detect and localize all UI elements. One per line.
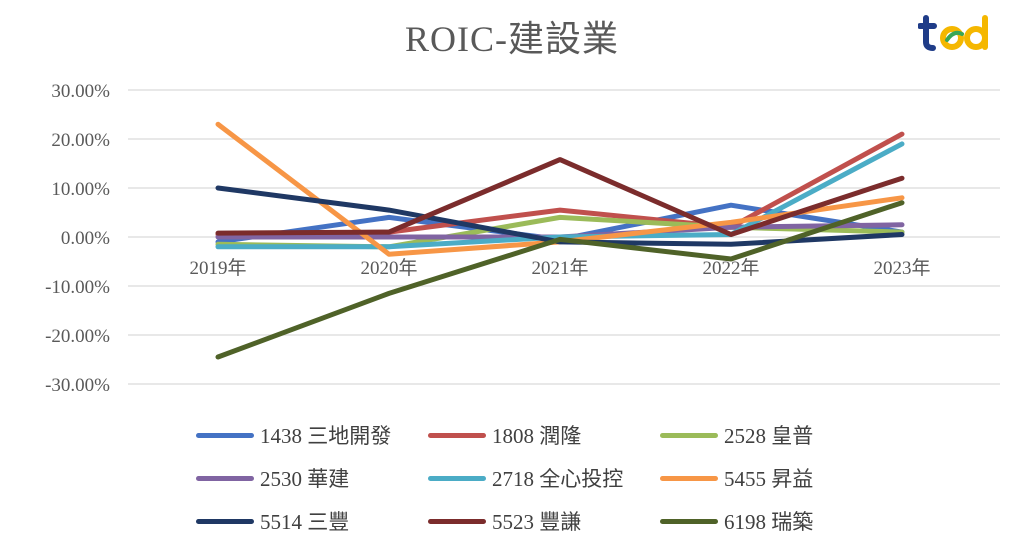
- x-tick-label: 2023年: [873, 257, 930, 279]
- legend-label: 5523 豐謙: [492, 510, 582, 534]
- legend-swatch: [196, 518, 254, 524]
- legend-item-5455: 5455 昇益: [660, 465, 900, 491]
- legend-label: 1808 潤隆: [492, 424, 582, 448]
- y-tick-label: 10.00%: [51, 179, 110, 200]
- line-chart-plot: 30.00% 20.00% 10.00% 0.00% -10.00% -20.00% -30…: [45, 81, 1000, 396]
- x-tick-label: 2021年: [531, 257, 588, 279]
- legend-swatch: [660, 432, 718, 438]
- legend-item-2528: 2528 皇普: [660, 422, 900, 448]
- legend-label: 5455 昇益: [724, 467, 814, 491]
- ted-logo-icon: [918, 15, 988, 51]
- y-tick-label: 30.00%: [51, 81, 110, 102]
- legend-item-5523: 5523 豐謙: [428, 508, 660, 534]
- x-tick-label: 2020年: [360, 257, 417, 279]
- x-axis-ticks: 2019年 2020年 2021年 2022年 2023年: [189, 257, 930, 279]
- legend-swatch: [428, 432, 486, 438]
- series-line-5523: [215, 157, 905, 237]
- legend-swatch: [428, 475, 486, 481]
- legend-swatch: [196, 475, 254, 481]
- legend-label: 6198 瑞築: [724, 510, 814, 534]
- legend-swatch: [196, 432, 254, 438]
- x-tick-label: 2019年: [189, 257, 246, 279]
- legend-swatch: [660, 518, 718, 524]
- y-tick-label: -30.00%: [45, 375, 110, 396]
- legend-swatch: [660, 475, 718, 481]
- chart-title: ROIC-建設業: [405, 19, 619, 59]
- y-tick-label: 0.00%: [61, 228, 110, 249]
- x-tick-label: 2022年: [702, 257, 759, 279]
- legend-item-2718: 2718 全心投控: [428, 465, 660, 491]
- legend-label: 2528 皇普: [724, 424, 814, 448]
- legend-swatch: [428, 518, 486, 524]
- y-tick-label: -20.00%: [45, 326, 110, 347]
- y-tick-label: 20.00%: [51, 130, 110, 151]
- legend-item-1808: 1808 潤隆: [428, 422, 660, 448]
- legend-item-5514: 5514 三豐: [196, 508, 428, 534]
- series-lines: [215, 121, 905, 360]
- chart-legend: 1438 三地開發 1808 潤隆 2528 皇普 2530 華建 2718 全心投控 5…: [196, 422, 996, 534]
- legend-label: 5514 三豐: [260, 510, 350, 534]
- y-tick-label: -10.00%: [45, 277, 110, 298]
- legend-label: 1438 三地開發: [260, 424, 392, 448]
- series-line-6198: [215, 200, 905, 360]
- legend-item-2530: 2530 華建: [196, 465, 428, 491]
- legend-item-6198: 6198 瑞築: [660, 508, 900, 534]
- legend-label: 2530 華建: [260, 467, 350, 491]
- legend-label: 2718 全心投控: [492, 467, 624, 491]
- y-axis-ticks: 30.00% 20.00% 10.00% 0.00% -10.00% -20.00% -30…: [45, 81, 110, 396]
- legend-item-1438: 1438 三地開發: [196, 422, 428, 448]
